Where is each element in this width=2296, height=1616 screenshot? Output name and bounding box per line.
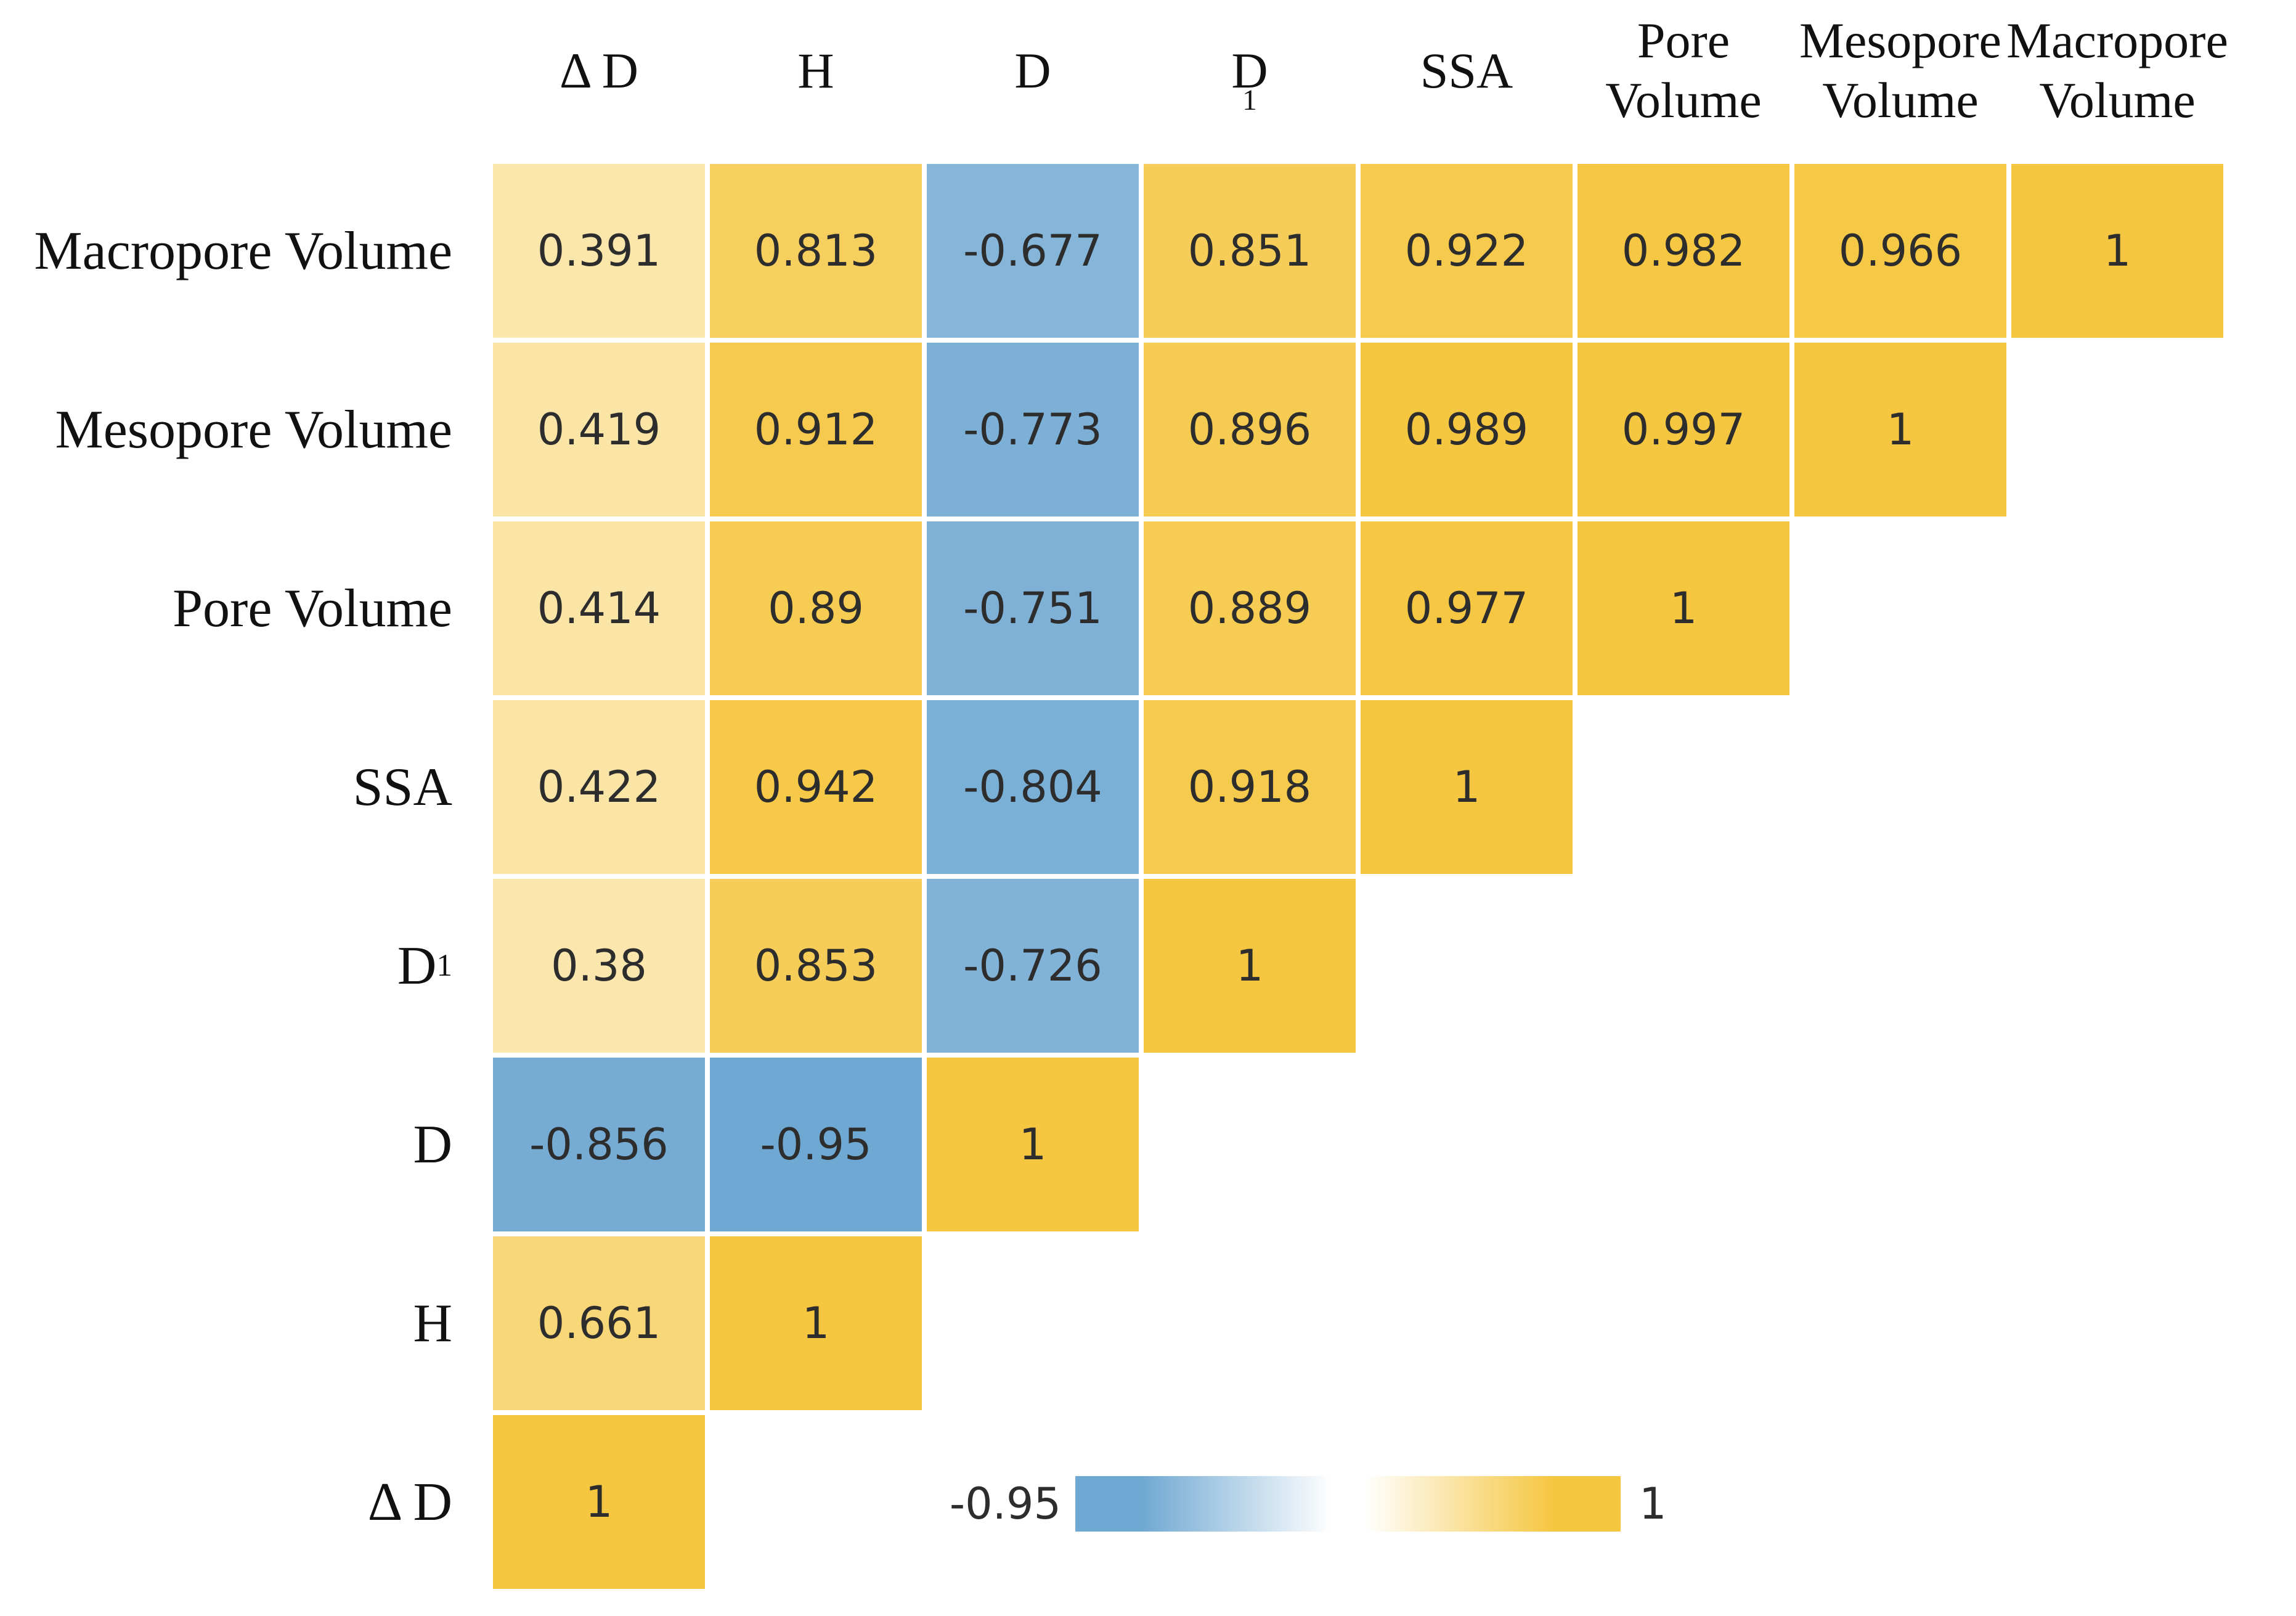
matrix-cell: 0.89	[710, 521, 922, 695]
matrix-cell: 0.851	[1144, 164, 1356, 338]
matrix-cell: 0.889	[1144, 521, 1356, 695]
matrix-cell: 0.853	[710, 879, 922, 1053]
empty-cell	[2011, 343, 2223, 516]
matrix-cell: 0.419	[493, 343, 705, 516]
colorbar-min-label: -0.95	[949, 1479, 1061, 1529]
empty-cell	[1577, 700, 1789, 874]
matrix-cell: 0.38	[493, 879, 705, 1053]
matrix-cell: 0.977	[1361, 521, 1573, 695]
correlation-matrix: Δ D H D D 1 SSA Pore Volume Mesopore Volume Macr…	[0, 0, 2228, 1589]
empty-cell	[710, 1415, 922, 1589]
column-header-1: Δ D	[560, 42, 638, 99]
matrix-cell: 0.813	[710, 164, 922, 338]
matrix-cell: 0.922	[1361, 164, 1573, 338]
row-label-4: SSA	[352, 757, 452, 817]
column-header-3: D	[1014, 42, 1051, 99]
row-label-2: Mesopore Volume	[55, 399, 453, 460]
matrix-cell: 1	[1794, 343, 2006, 516]
matrix-cell: 0.942	[710, 700, 922, 874]
column-header-2: H	[797, 42, 834, 99]
matrix-cell: 0.391	[493, 164, 705, 338]
column-header-5: SSA	[1420, 42, 1513, 99]
matrix-cell: -0.95	[710, 1058, 922, 1231]
matrix-cell: 0.989	[1361, 343, 1573, 516]
matrix-cell: 0.912	[710, 343, 922, 516]
colorbar-gradient	[1075, 1476, 1621, 1532]
row-label-6: D	[413, 1114, 452, 1175]
matrix-cell: 1	[1577, 521, 1789, 695]
matrix-cell: 0.422	[493, 700, 705, 874]
row-label-1: Macropore Volume	[34, 221, 452, 281]
matrix-cell: 0.997	[1577, 343, 1789, 516]
empty-cell	[1144, 1236, 1356, 1410]
empty-cell	[1577, 1058, 1789, 1231]
empty-cell	[2011, 700, 2223, 874]
empty-cell	[2011, 1415, 2223, 1589]
matrix-cell: 0.966	[1794, 164, 2006, 338]
matrix-cell: 0.414	[493, 521, 705, 695]
row-label-7: H	[413, 1293, 452, 1353]
row-label-8: Δ D	[367, 1472, 452, 1532]
colorbar-max-label: 1	[1639, 1479, 1667, 1529]
matrix-cell: 1	[1361, 700, 1573, 874]
empty-cell	[927, 1236, 1139, 1410]
empty-cell	[1577, 879, 1789, 1053]
matrix-cell: -0.773	[927, 343, 1139, 516]
empty-cell	[1794, 700, 2006, 874]
column-header-7: Mesopore Volume	[1799, 12, 2001, 128]
empty-cell	[2011, 1058, 2223, 1231]
matrix-cell: -0.726	[927, 879, 1139, 1053]
corner-spacer	[0, 0, 488, 159]
empty-cell	[2011, 1236, 2223, 1410]
row-label-3: Pore Volume	[173, 578, 452, 639]
empty-cell	[1794, 1058, 2006, 1231]
matrix-cell: 0.918	[1144, 700, 1356, 874]
matrix-cell: -0.804	[927, 700, 1139, 874]
matrix-cell: -0.856	[493, 1058, 705, 1231]
matrix-cell: 1	[710, 1236, 922, 1410]
empty-cell	[1361, 1236, 1573, 1410]
empty-cell	[1361, 879, 1573, 1053]
matrix-cell: -0.677	[927, 164, 1139, 338]
matrix-cell: 0.982	[1577, 164, 1789, 338]
matrix-cell: -0.751	[927, 521, 1139, 695]
matrix-cell: 0.661	[493, 1236, 705, 1410]
matrix-cell: 1	[1144, 879, 1356, 1053]
empty-cell	[1361, 1058, 1573, 1231]
column-header-8: Macropore Volume	[2006, 12, 2228, 128]
matrix-cell: 0.896	[1144, 343, 1356, 516]
matrix-cell: 1	[927, 1058, 1139, 1231]
empty-cell	[1577, 1236, 1789, 1410]
empty-cell	[2011, 879, 2223, 1053]
empty-cell	[1794, 521, 2006, 695]
column-header-6: Pore Volume	[1605, 12, 1762, 128]
empty-cell	[1794, 879, 2006, 1053]
empty-cell	[1144, 1058, 1356, 1231]
empty-cell	[1794, 1236, 2006, 1410]
empty-cell	[2011, 521, 2223, 695]
matrix-cell: 1	[493, 1415, 705, 1589]
empty-cell	[1794, 1415, 2006, 1589]
matrix-cell: 1	[2011, 164, 2223, 338]
